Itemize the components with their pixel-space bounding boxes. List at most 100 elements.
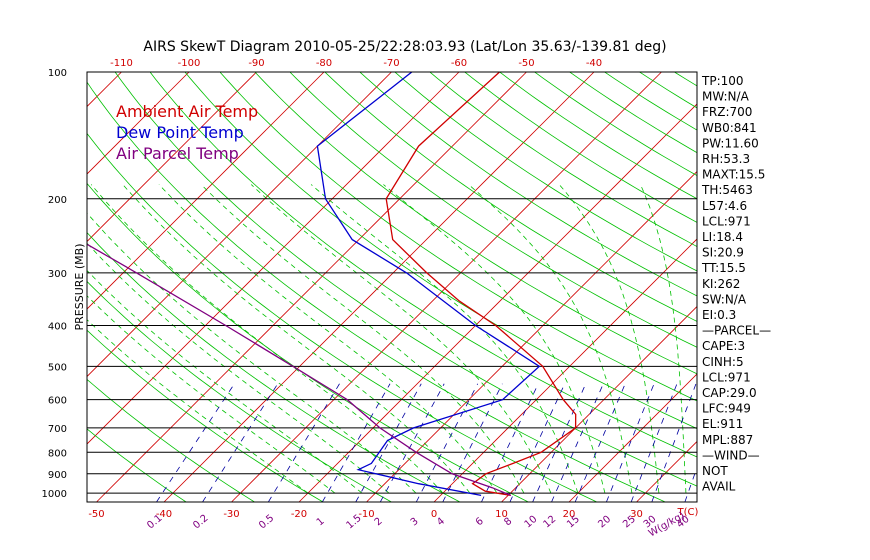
isotherm-line <box>298 103 697 502</box>
moist-adiabat-line <box>87 319 309 494</box>
chart-title: AIRS SkewT Diagram 2010-05-25/22:28:03.9… <box>143 39 666 55</box>
temperature-tick-label: -10 <box>358 509 374 520</box>
moist-adiabat-line <box>250 184 552 494</box>
index-readout: EI:0.3 <box>702 308 736 322</box>
isotherm-line <box>0 72 54 502</box>
legend: Ambient Air Temp Dew Point Temp Air Parcel… <box>116 102 258 163</box>
temperature-axis-label: T(C) <box>677 507 699 518</box>
isotherm-line <box>839 72 870 502</box>
isotherm-line <box>87 72 122 108</box>
temperature-tick-label: 10 <box>495 509 508 520</box>
mixing-ratio-line <box>574 383 626 502</box>
mixing-ratio-line <box>481 383 539 502</box>
index-readout: LI:18.4 <box>702 230 743 244</box>
mixing-ratio-tick-label: 8 <box>502 516 514 529</box>
mixing-ratio-tick-label: 1 <box>315 516 327 529</box>
mixing-ratio-tick-label: 20 <box>596 514 613 531</box>
isotherm-line <box>501 305 697 502</box>
mixing-ratio-tick-label: 2 <box>373 516 385 529</box>
mixing-ratio-tick-label: 4 <box>435 516 447 529</box>
isotherm-line <box>96 72 527 502</box>
index-readout: MAXT:15.5 <box>702 168 765 182</box>
temperature-tick-label: 30 <box>630 509 643 520</box>
temperature-tick-label: -40 <box>156 509 172 520</box>
mixing-ratio-tick-label: 10 <box>523 514 540 531</box>
index-readout: —PARCEL— <box>702 324 771 338</box>
air-parcel-tempprofile <box>87 243 512 497</box>
dry-adiabat-line <box>429 72 697 247</box>
moist-adiabat-line <box>87 269 363 494</box>
index-readout: LCL:971 <box>702 370 751 384</box>
plot-frame <box>86 71 698 503</box>
pressure-tick-label: 800 <box>48 448 67 459</box>
isotherm-line <box>433 238 697 502</box>
dry-adiabat-line <box>324 72 697 322</box>
moist-adiabat-line <box>90 184 444 494</box>
index-readout: RH:53.3 <box>702 152 750 166</box>
y-axis-label: PRESSURE (MB) <box>73 244 86 331</box>
mixing-ratio-line <box>606 383 655 502</box>
pressure-tick-label: 900 <box>48 470 67 481</box>
pressure-tick-label: 600 <box>48 396 67 407</box>
top-temperature-tick-label: -100 <box>178 58 201 69</box>
background-grid <box>0 72 870 502</box>
mixing-ratio-tick-label: 6 <box>474 516 486 529</box>
dew-point-tempprofile <box>316 72 541 497</box>
index-readout: CINH:5 <box>702 355 744 369</box>
isotherm-line <box>87 72 190 175</box>
index-readout: TH:5463 <box>701 183 753 197</box>
index-readout: AVAIL <box>702 480 736 494</box>
isotherm-line <box>87 72 460 445</box>
isotherm-line <box>772 72 870 502</box>
dry-adiabat-line <box>87 231 461 502</box>
dry-adiabat-line <box>87 329 324 502</box>
index-readout: NOT <box>702 464 728 478</box>
mixing-ratio-line <box>651 383 697 502</box>
legend-entry: Ambient Air Temp <box>116 102 258 121</box>
top-temperature-tick-label: -110 <box>110 58 133 69</box>
moist-adiabat-line <box>87 295 336 494</box>
moist-adiabat-line <box>383 184 606 494</box>
top-temperature-tick-label: -90 <box>248 58 264 69</box>
isotherm-line <box>568 373 697 502</box>
dry-adiabat-line <box>534 72 697 177</box>
dry-adiabat-line <box>87 132 597 502</box>
mixing-ratio-line <box>532 383 587 502</box>
moist-adiabat-line <box>122 184 471 494</box>
pressure-tick-label: 700 <box>48 424 67 435</box>
pressure-tick-label: 500 <box>48 362 67 373</box>
isotherm-line <box>87 72 325 310</box>
dry-adiabat-line <box>814 72 870 502</box>
legend-entry: Dew Point Temp <box>116 123 244 142</box>
top-temperature-tick-label: -60 <box>451 58 467 69</box>
index-readout: CAP:29.0 <box>702 386 757 400</box>
dry-adiabat-line <box>87 182 529 502</box>
temperature-tick-label: -20 <box>291 509 307 520</box>
top-temperature-tick-label: -80 <box>316 58 332 69</box>
pressure-tick-label: 400 <box>48 322 67 333</box>
index-readout: PW:11.60 <box>702 136 759 150</box>
ambient-air-tempprofile <box>385 72 577 497</box>
dry-adiabat-line <box>184 72 697 430</box>
dry-adiabat-line <box>87 378 255 502</box>
mixing-ratio-tick-label: 0.5 <box>257 513 276 532</box>
index-readout: KI:262 <box>702 277 740 291</box>
mixing-ratio-line <box>415 383 479 502</box>
index-readout: MPL:887 <box>702 433 753 447</box>
mixing-ratio-line <box>551 383 604 502</box>
dry-adiabat-line <box>849 72 870 502</box>
dry-adiabat-line <box>744 72 870 502</box>
temperature-tick-label: -50 <box>88 509 104 520</box>
moist-adiabat-line <box>87 242 390 494</box>
index-readout: SI:20.9 <box>702 246 744 260</box>
dry-adiabat-line <box>359 72 697 297</box>
sounding-profiles <box>87 72 577 497</box>
mixing-ratio-tick-label: 3 <box>409 516 421 529</box>
moist-adiabat-line <box>200 184 525 494</box>
isotherm-line <box>87 72 257 243</box>
pressure-tick-label: 1000 <box>42 489 67 500</box>
moist-adiabat-line <box>640 184 687 494</box>
index-readout: LFC:949 <box>702 402 751 416</box>
